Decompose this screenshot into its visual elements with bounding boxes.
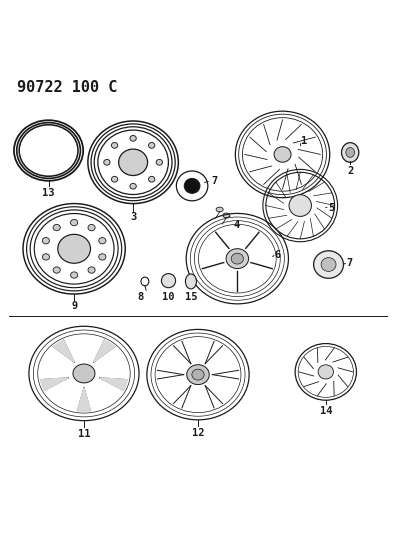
Ellipse shape bbox=[58, 235, 91, 263]
Ellipse shape bbox=[185, 274, 196, 289]
Ellipse shape bbox=[156, 159, 162, 165]
Ellipse shape bbox=[187, 365, 209, 385]
Text: 2: 2 bbox=[347, 166, 353, 176]
Ellipse shape bbox=[346, 148, 354, 157]
Ellipse shape bbox=[223, 213, 230, 218]
Ellipse shape bbox=[274, 147, 291, 162]
Text: 15: 15 bbox=[185, 292, 197, 302]
Text: 12: 12 bbox=[192, 427, 204, 438]
Text: 4: 4 bbox=[233, 220, 240, 230]
Text: 90722 100 C: 90722 100 C bbox=[17, 80, 118, 95]
Ellipse shape bbox=[148, 176, 155, 182]
Ellipse shape bbox=[318, 365, 333, 379]
Ellipse shape bbox=[53, 224, 60, 231]
Text: 7: 7 bbox=[212, 176, 218, 186]
Ellipse shape bbox=[88, 224, 95, 231]
Text: 6: 6 bbox=[275, 251, 281, 261]
Ellipse shape bbox=[184, 179, 200, 193]
Ellipse shape bbox=[314, 251, 343, 278]
Ellipse shape bbox=[216, 207, 223, 212]
Text: 14: 14 bbox=[320, 406, 332, 416]
Ellipse shape bbox=[99, 238, 106, 244]
Ellipse shape bbox=[53, 267, 60, 273]
Ellipse shape bbox=[42, 254, 50, 260]
Ellipse shape bbox=[73, 364, 95, 383]
Ellipse shape bbox=[341, 143, 359, 162]
Ellipse shape bbox=[70, 272, 78, 278]
Polygon shape bbox=[40, 378, 68, 390]
Text: 9: 9 bbox=[71, 301, 77, 311]
Ellipse shape bbox=[289, 195, 311, 216]
Text: 11: 11 bbox=[78, 429, 90, 439]
Text: 5: 5 bbox=[328, 203, 334, 213]
Ellipse shape bbox=[42, 238, 50, 244]
Text: 3: 3 bbox=[130, 212, 136, 222]
Text: 8: 8 bbox=[137, 292, 144, 302]
Ellipse shape bbox=[104, 159, 110, 165]
Polygon shape bbox=[77, 387, 91, 411]
Ellipse shape bbox=[130, 135, 136, 141]
Circle shape bbox=[162, 273, 175, 288]
Ellipse shape bbox=[99, 254, 106, 260]
Ellipse shape bbox=[231, 253, 244, 264]
Polygon shape bbox=[100, 378, 128, 390]
Text: 13: 13 bbox=[42, 188, 55, 198]
Ellipse shape bbox=[148, 142, 155, 148]
Text: 10: 10 bbox=[162, 292, 175, 302]
Ellipse shape bbox=[119, 149, 148, 175]
Ellipse shape bbox=[88, 267, 95, 273]
Text: 1: 1 bbox=[301, 136, 307, 146]
Ellipse shape bbox=[111, 176, 118, 182]
Ellipse shape bbox=[111, 142, 118, 148]
Polygon shape bbox=[53, 340, 74, 362]
Text: 7: 7 bbox=[346, 259, 352, 268]
Ellipse shape bbox=[70, 220, 78, 226]
Ellipse shape bbox=[130, 183, 136, 189]
Polygon shape bbox=[94, 340, 115, 362]
Ellipse shape bbox=[321, 257, 336, 271]
Ellipse shape bbox=[226, 249, 249, 269]
Ellipse shape bbox=[192, 369, 204, 380]
